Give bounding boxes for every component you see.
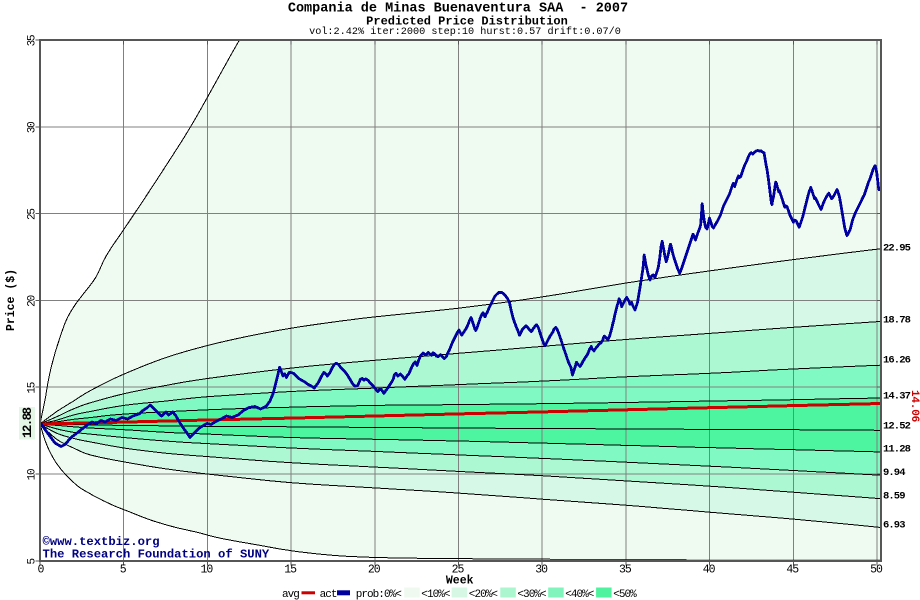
svg-text:22.95: 22.95 — [883, 243, 911, 255]
svg-text:<30%<: <30%< — [517, 589, 546, 600]
svg-text:Compania de Minas Buenaventura: Compania de Minas Buenaventura SAA - 200… — [288, 2, 628, 17]
svg-text:prob:0%<: prob:0%< — [356, 589, 402, 600]
svg-text:5: 5 — [120, 564, 127, 577]
svg-text:<40%<: <40%< — [565, 589, 594, 600]
svg-text:vol:2.42% iter:2000 step:10 hu: vol:2.42% iter:2000 step:10 hurst:0.57 d… — [309, 26, 621, 38]
svg-text:avg: avg — [282, 589, 299, 600]
svg-text:5: 5 — [26, 559, 38, 565]
svg-text:11.28: 11.28 — [883, 444, 911, 456]
svg-text:20: 20 — [26, 295, 38, 306]
svg-text:Price ($): Price ($) — [5, 269, 18, 331]
svg-text:6.93: 6.93 — [883, 520, 905, 532]
svg-text:30: 30 — [26, 122, 38, 133]
svg-text:25: 25 — [452, 564, 465, 577]
svg-text:Week: Week — [446, 575, 474, 588]
svg-text:12.52: 12.52 — [883, 421, 911, 433]
svg-text:8.59: 8.59 — [883, 491, 905, 503]
svg-text:20: 20 — [368, 564, 381, 577]
svg-text:45: 45 — [786, 564, 799, 577]
svg-text:15: 15 — [26, 382, 38, 393]
svg-text:35: 35 — [619, 564, 632, 577]
svg-text:14.37: 14.37 — [883, 391, 911, 403]
svg-text:10: 10 — [200, 564, 213, 577]
svg-text:40: 40 — [703, 564, 716, 577]
svg-text:0: 0 — [38, 564, 45, 577]
svg-text:act: act — [320, 589, 337, 600]
svg-text:16.26: 16.26 — [883, 355, 911, 367]
svg-text:<50%: <50% — [613, 589, 637, 600]
svg-text:50: 50 — [870, 564, 883, 577]
svg-text:15: 15 — [284, 564, 297, 577]
svg-text:18.78: 18.78 — [883, 314, 911, 326]
svg-text:©www.textbiz.org: ©www.textbiz.org — [43, 535, 160, 549]
svg-text:The Research Foundation of SUN: The Research Foundation of SUNY — [43, 548, 270, 562]
svg-text:9.94: 9.94 — [883, 467, 905, 479]
svg-text:10: 10 — [26, 469, 38, 480]
svg-text:<10%<: <10%< — [421, 589, 450, 600]
svg-text:Predicted Price Distribution: Predicted Price Distribution — [366, 15, 568, 29]
svg-text:12.88: 12.88 — [21, 407, 35, 438]
svg-text:25: 25 — [26, 209, 38, 220]
svg-text:30: 30 — [535, 564, 548, 577]
svg-text:35: 35 — [26, 35, 38, 46]
svg-text:<20%<: <20%< — [469, 589, 498, 600]
svg-text:14.06: 14.06 — [908, 390, 920, 422]
